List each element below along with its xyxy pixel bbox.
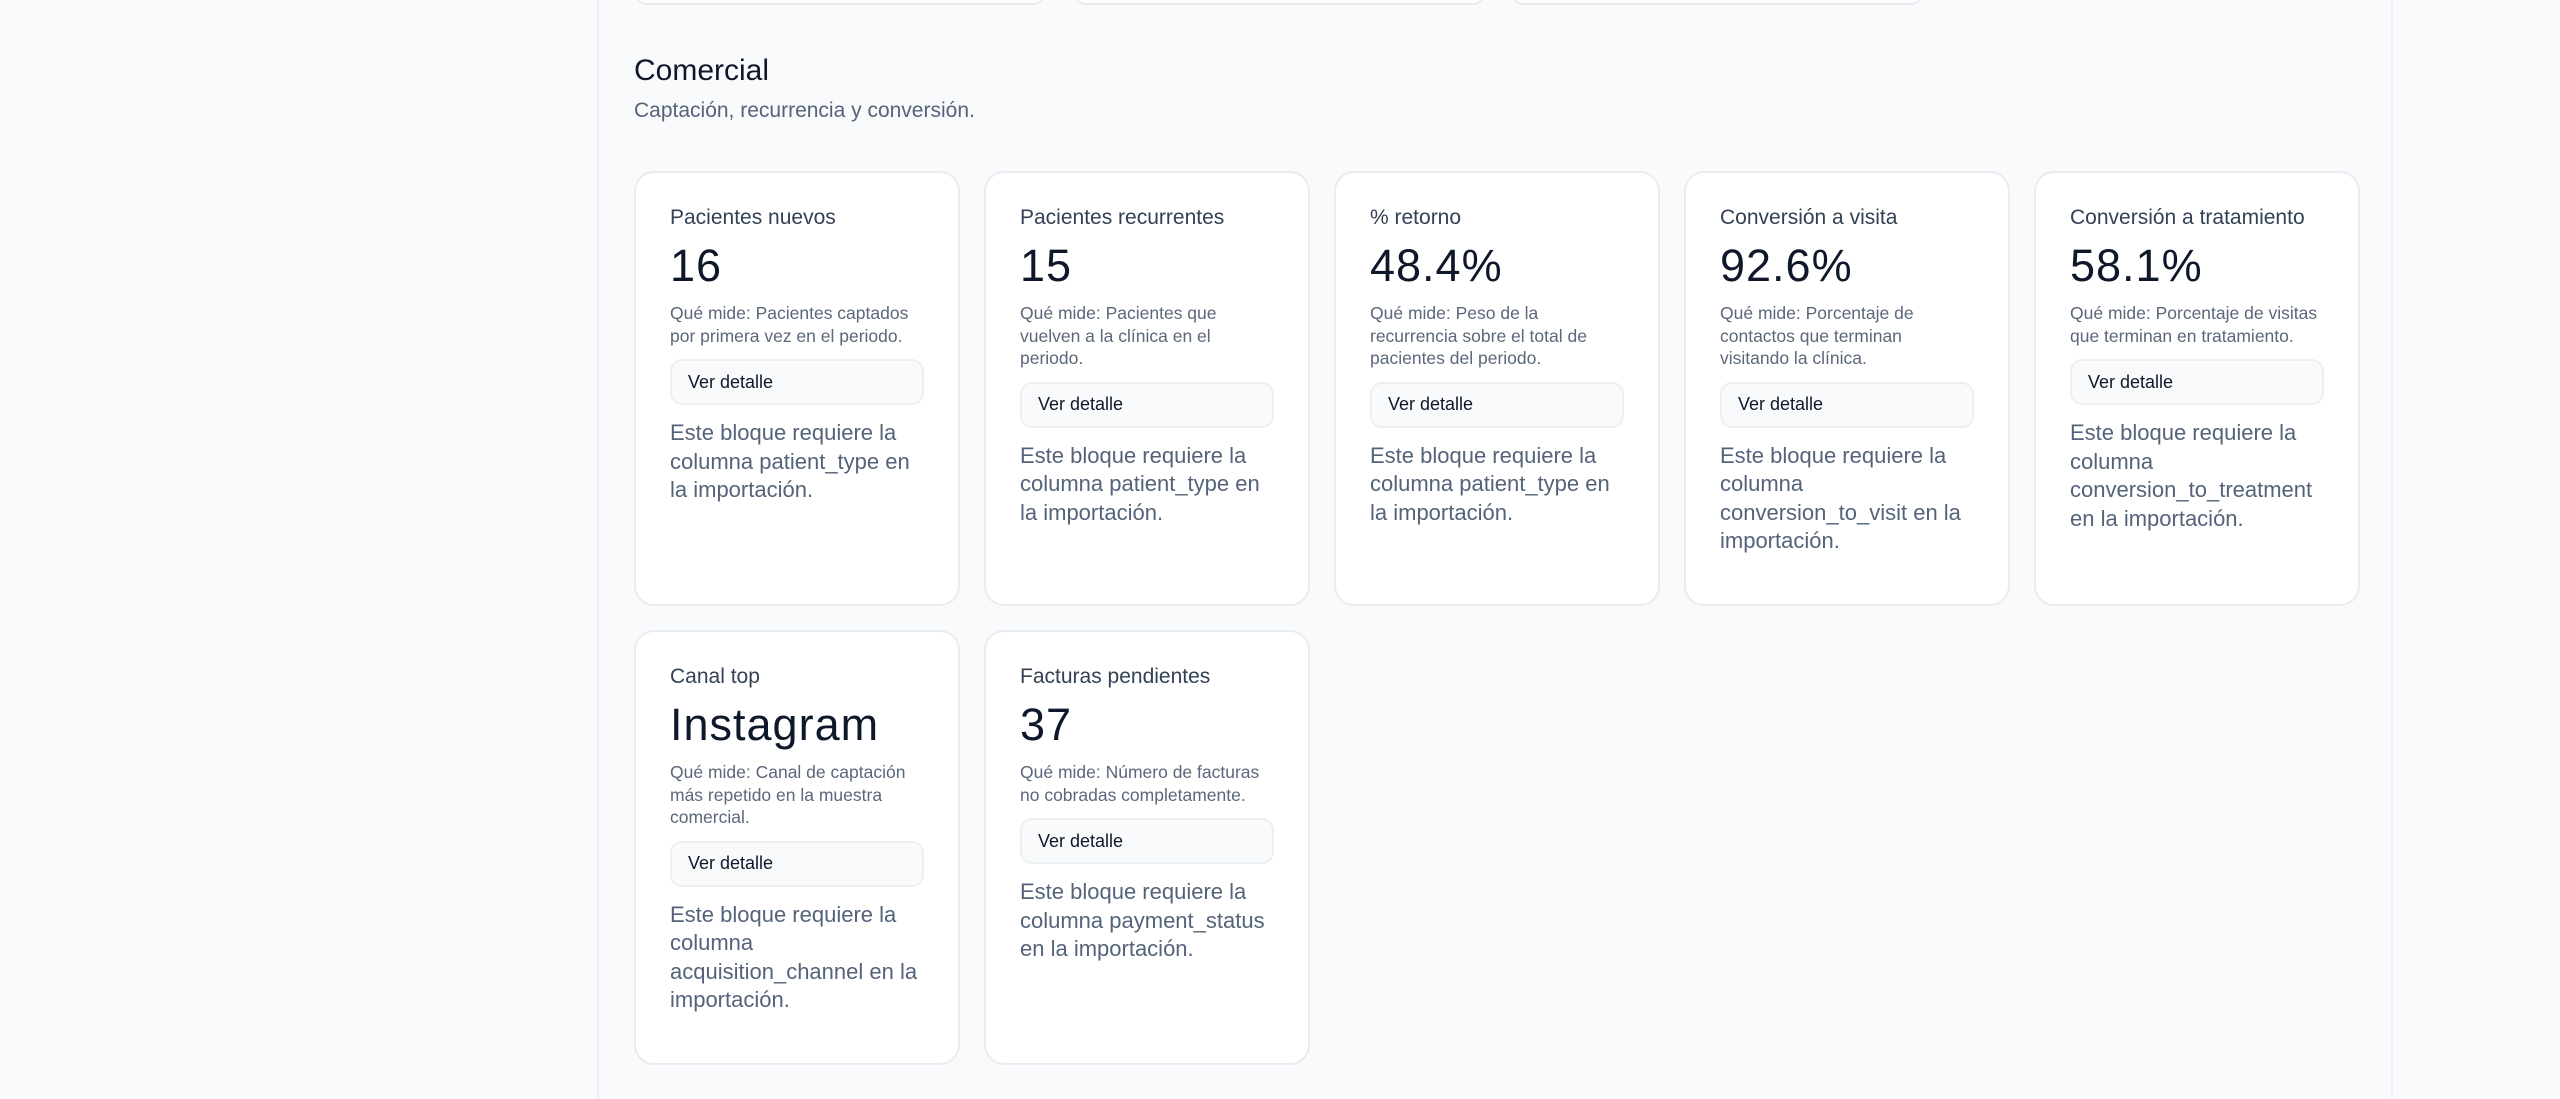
- detail-button[interactable]: Ver detalle: [1720, 381, 1974, 428]
- metric-label: Conversión a tratamiento: [2070, 206, 2305, 229]
- metric-description: Qué mide: Canal de captación más repetid…: [670, 762, 906, 827]
- detail-button[interactable]: Ver detalle: [1370, 381, 1624, 428]
- metric-card: Pacientes recurrentes 15 Qué mide: Pacient…: [984, 171, 1310, 606]
- metric-note: Este bloque requiere la columna patient_…: [1370, 442, 1610, 525]
- metric-label: Pacientes nuevos: [670, 206, 836, 229]
- metric-value: 58.1%: [2070, 240, 2203, 291]
- metric-note: Este bloque requiere la columna acquisit…: [670, 901, 918, 1013]
- metric-value: 37: [1020, 699, 1073, 750]
- metric-label: Canal top: [670, 665, 760, 688]
- metric-value: Instagram: [670, 699, 880, 750]
- metric-card: % retorno 48.4% Qué mide: Peso de la recur…: [1334, 171, 1660, 606]
- metric-description: Qué mide: Pacientes que vuelven a la clí…: [1020, 303, 1217, 368]
- section-subtitle: Captación, recurrencia y conversión.: [634, 99, 975, 122]
- metric-card: Canal top Instagram Qué mide: Canal de cap…: [634, 630, 960, 1065]
- metric-description: Qué mide: Pacientes captados por primera…: [670, 303, 909, 346]
- card-stub: [1511, 0, 1923, 5]
- metric-description: Qué mide: Número de facturas no cobradas…: [1020, 762, 1260, 805]
- metric-label: % retorno: [1370, 206, 1462, 229]
- metric-note: Este bloque requiere la columna conversi…: [2070, 420, 2313, 531]
- metric-label: Pacientes recurrentes: [1020, 206, 1225, 229]
- metric-value: 92.6%: [1720, 240, 1853, 291]
- card-stub: [634, 0, 1046, 5]
- detail-button[interactable]: Ver detalle: [2070, 359, 2324, 405]
- metric-label: Facturas pendientes: [1020, 665, 1211, 688]
- metric-description: Qué mide: Porcentaje de visitas que term…: [2070, 303, 2318, 346]
- card-stub: [1073, 0, 1485, 5]
- metric-note: Este bloque requiere la columna patient_…: [1020, 442, 1260, 525]
- metric-value: 16: [670, 240, 723, 291]
- metric-card: Pacientes nuevos 16 Qué mide: Pacientes ca…: [634, 171, 960, 606]
- metric-description: Qué mide: Peso de la recurrencia sobre e…: [1370, 303, 1587, 368]
- card-grid: Pacientes nuevos 16 Qué mide: Pacientes ca…: [634, 171, 2360, 1065]
- metric-description: Qué mide: Porcentaje de contactos que te…: [1720, 303, 1914, 368]
- metric-value: 15: [1020, 240, 1073, 291]
- metric-note: Este bloque requiere la columna payment_…: [1020, 879, 1265, 961]
- detail-button[interactable]: Ver detalle: [670, 840, 924, 887]
- detail-button[interactable]: Ver detalle: [1020, 381, 1274, 428]
- metric-value: 48.4%: [1370, 240, 1503, 291]
- metric-card: Facturas pendientes 37 Qué mide: Número de…: [984, 630, 1310, 1065]
- metric-card: Conversión a tratamiento 58.1% Qué mide: P…: [2034, 171, 2360, 606]
- section-title: Comercial: [634, 54, 770, 87]
- metric-note: Este bloque requiere la columna patient_…: [670, 420, 910, 502]
- metric-label: Conversión a visita: [1720, 206, 1898, 229]
- metric-note: Este bloque requiere la columna conversi…: [1720, 442, 1961, 554]
- metric-card: Conversión a visita 92.6% Qué mide: Porcen…: [1684, 171, 2010, 606]
- detail-button[interactable]: Ver detalle: [670, 359, 924, 405]
- detail-button[interactable]: Ver detalle: [1020, 818, 1274, 864]
- main-panel: Comercial Captación, recurrencia y conve…: [597, 0, 2393, 1099]
